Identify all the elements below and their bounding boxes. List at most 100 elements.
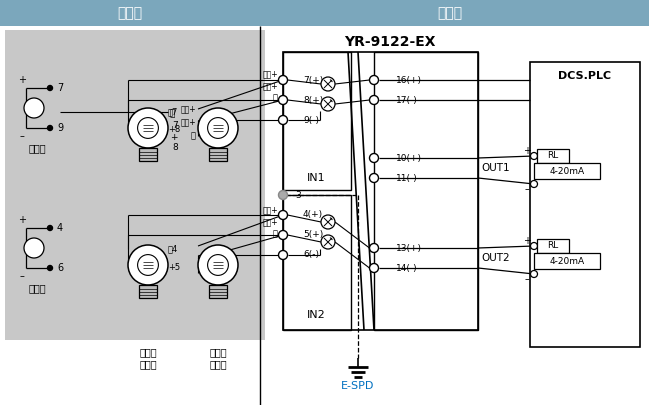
Circle shape	[278, 96, 288, 104]
Text: 5(+): 5(+)	[303, 230, 323, 239]
Circle shape	[530, 153, 537, 160]
Circle shape	[138, 255, 158, 275]
Text: 电源+: 电源+	[262, 81, 278, 90]
Circle shape	[198, 108, 238, 148]
Bar	[537, 149, 569, 163]
Bar	[530, 62, 640, 347]
Text: 17(-): 17(-)	[396, 96, 418, 104]
Circle shape	[278, 230, 288, 239]
Text: 9: 9	[57, 123, 63, 133]
Text: 6: 6	[57, 263, 63, 273]
Bar	[283, 52, 351, 190]
Circle shape	[47, 266, 53, 271]
Circle shape	[369, 75, 378, 85]
Text: －: －	[273, 94, 278, 102]
Bar	[283, 195, 351, 330]
Text: 8(+): 8(+)	[303, 96, 323, 104]
Circle shape	[530, 181, 537, 188]
Text: RL: RL	[547, 151, 559, 160]
Text: 信号+: 信号+	[180, 104, 196, 113]
Text: 10(+): 10(+)	[396, 153, 422, 162]
Text: 3: 3	[295, 190, 300, 200]
Text: +: +	[18, 215, 26, 225]
Circle shape	[47, 85, 53, 90]
Text: IN1: IN1	[307, 173, 325, 183]
Bar	[283, 52, 478, 330]
Circle shape	[321, 235, 335, 249]
Text: –: –	[19, 271, 25, 281]
Text: 6(-): 6(-)	[303, 251, 319, 260]
Bar	[537, 239, 569, 253]
Text: 二线制
变送器: 二线制 变送器	[139, 347, 157, 369]
Text: 14(-): 14(-)	[396, 264, 417, 273]
Text: E-SPD: E-SPD	[341, 381, 374, 391]
Bar	[0, 0, 260, 26]
Bar	[374, 52, 478, 330]
Text: +: +	[170, 134, 177, 143]
Circle shape	[369, 264, 378, 273]
Text: －: －	[191, 132, 196, 141]
Text: －: －	[170, 109, 175, 119]
Text: 信号+: 信号+	[262, 205, 278, 215]
Bar	[5, 30, 265, 340]
Circle shape	[138, 117, 158, 139]
Text: 4-20mA: 4-20mA	[550, 256, 585, 266]
Text: －: －	[273, 230, 278, 239]
Text: YR-9122-EX: YR-9122-EX	[344, 35, 435, 49]
Text: 三线制
变送器: 三线制 变送器	[209, 347, 227, 369]
Circle shape	[369, 153, 378, 162]
Bar	[534, 163, 600, 179]
Text: OUT1: OUT1	[482, 163, 510, 173]
Circle shape	[278, 251, 288, 260]
Circle shape	[530, 271, 537, 277]
Circle shape	[128, 245, 168, 285]
Bar	[139, 148, 157, 161]
Text: +8: +8	[168, 126, 180, 134]
Circle shape	[47, 226, 53, 230]
Circle shape	[128, 108, 168, 148]
Text: 7: 7	[57, 83, 63, 93]
Text: RL: RL	[547, 241, 559, 251]
Circle shape	[321, 77, 335, 91]
Text: 电流源: 电流源	[28, 283, 46, 293]
Text: 电流源: 电流源	[28, 143, 46, 153]
Text: –: –	[524, 184, 530, 194]
Text: 电源+: 电源+	[262, 217, 278, 226]
Text: 危险区: 危险区	[117, 6, 143, 20]
Circle shape	[321, 97, 335, 111]
Circle shape	[530, 243, 537, 249]
Text: –: –	[19, 131, 25, 141]
Circle shape	[321, 215, 335, 229]
Text: 16(+): 16(+)	[396, 75, 422, 85]
Circle shape	[24, 98, 44, 118]
Text: –: –	[524, 274, 530, 284]
Circle shape	[369, 96, 378, 104]
Text: 4-20mA: 4-20mA	[550, 166, 585, 175]
Text: －4: －4	[168, 245, 178, 254]
Bar	[534, 253, 600, 269]
Bar	[209, 285, 227, 298]
Text: 安全区: 安全区	[437, 6, 463, 20]
Circle shape	[369, 243, 378, 252]
Circle shape	[47, 126, 53, 130]
Text: +: +	[18, 75, 26, 85]
Text: 13(+): 13(+)	[396, 243, 422, 252]
Bar	[260, 0, 649, 26]
Text: 7(+): 7(+)	[303, 75, 323, 85]
Text: +: +	[523, 236, 531, 246]
Text: 7: 7	[172, 122, 178, 130]
Text: 信号+: 信号+	[262, 70, 278, 79]
Text: －7: －7	[168, 107, 178, 117]
Text: +: +	[523, 146, 531, 156]
Circle shape	[278, 75, 288, 85]
Circle shape	[208, 117, 228, 139]
Text: 11(-): 11(-)	[396, 173, 418, 183]
Circle shape	[278, 190, 288, 200]
Text: +5: +5	[168, 262, 180, 271]
Text: OUT2: OUT2	[482, 253, 510, 263]
Text: 9(-): 9(-)	[303, 115, 319, 124]
Circle shape	[208, 255, 228, 275]
Text: 4: 4	[57, 223, 63, 233]
Circle shape	[198, 245, 238, 285]
Bar	[209, 148, 227, 161]
